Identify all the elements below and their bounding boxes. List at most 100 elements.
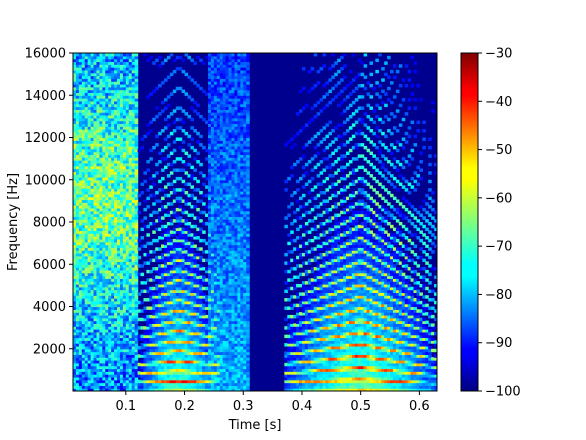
heatmap-cell <box>117 185 121 189</box>
heatmap-cell <box>93 64 98 68</box>
heatmap-cell <box>122 193 127 198</box>
heatmap-cell <box>134 382 139 386</box>
heatmap-cell <box>149 129 153 133</box>
heatmap-cell <box>161 157 165 161</box>
heatmap-cell <box>122 331 127 336</box>
heatmap-cell <box>196 371 200 375</box>
heatmap-cell <box>122 374 127 378</box>
heatmap-cell <box>90 61 95 65</box>
heatmap-cell <box>125 365 130 370</box>
heatmap-cell <box>75 205 80 209</box>
heatmap-cell <box>87 247 92 251</box>
heatmap-cell <box>164 354 168 358</box>
heatmap-cell <box>81 67 86 71</box>
heatmap-cell <box>87 289 92 294</box>
heatmap-cell <box>196 112 200 116</box>
heatmap-cell <box>208 154 212 158</box>
heatmap-cell <box>143 382 147 386</box>
heatmap-cell <box>187 222 192 226</box>
heatmap-cell <box>117 255 121 260</box>
heatmap-cell <box>128 151 133 155</box>
heatmap-cell <box>155 238 159 243</box>
heatmap-cell <box>128 354 133 358</box>
heatmap-cell <box>219 109 224 113</box>
heatmap-cell <box>219 67 224 71</box>
heatmap-cell <box>114 205 118 209</box>
heatmap-cell <box>158 269 162 274</box>
heatmap-cell <box>178 331 183 336</box>
heatmap-cell <box>187 75 192 79</box>
heatmap-cell <box>155 385 159 389</box>
heatmap-cell <box>137 382 142 386</box>
heatmap-cell <box>137 255 142 260</box>
heatmap-cell <box>119 123 124 127</box>
heatmap-cell <box>152 317 156 322</box>
heatmap-cell <box>96 117 101 122</box>
heatmap-cell <box>96 264 101 268</box>
heatmap-cell <box>219 86 224 91</box>
heatmap-cell <box>184 360 189 364</box>
heatmap-cell <box>96 98 101 102</box>
heatmap-cell <box>131 86 136 91</box>
heatmap-cell <box>196 131 200 136</box>
heatmap-cell <box>184 368 189 372</box>
heatmap-cell <box>73 334 77 339</box>
heatmap-cell <box>222 114 227 119</box>
heatmap-cell <box>222 278 227 282</box>
heatmap-cell <box>81 329 86 333</box>
heatmap-cell <box>84 222 89 226</box>
heatmap-cell <box>108 326 112 330</box>
heatmap-cell <box>73 154 77 158</box>
heatmap-cell <box>125 114 130 119</box>
heatmap-cell <box>111 303 115 308</box>
heatmap-cell <box>152 303 156 308</box>
heatmap-cell <box>205 357 209 361</box>
heatmap-cell <box>96 188 101 192</box>
heatmap-cell <box>225 219 230 223</box>
heatmap-cell <box>137 388 142 391</box>
heatmap-cell <box>78 317 83 322</box>
heatmap-cell <box>117 168 121 172</box>
heatmap-cell <box>208 55 212 60</box>
heatmap-cell <box>146 95 150 99</box>
heatmap-cell <box>161 283 165 288</box>
heatmap-cell <box>196 272 200 277</box>
heatmap-cell <box>187 300 192 305</box>
heatmap-cell <box>134 371 139 375</box>
heatmap-cell <box>114 300 118 305</box>
heatmap-cell <box>125 92 130 96</box>
heatmap-cell <box>90 78 95 82</box>
heatmap-cell <box>181 345 186 350</box>
heatmap-cell <box>143 317 147 322</box>
heatmap-cell <box>184 326 189 330</box>
heatmap-cell <box>119 360 124 364</box>
heatmap-cell <box>128 340 133 344</box>
heatmap-cell <box>169 365 174 370</box>
heatmap-cell <box>199 382 203 386</box>
heatmap-cell <box>216 295 221 299</box>
heatmap-cell <box>161 365 165 370</box>
heatmap-cell <box>78 162 83 167</box>
heatmap-cell <box>119 165 124 170</box>
heatmap-cell <box>90 388 95 391</box>
heatmap-cell <box>164 269 168 274</box>
heatmap-cell <box>105 224 109 229</box>
heatmap-cell <box>114 357 118 361</box>
heatmap-cell <box>131 151 136 155</box>
heatmap-cell <box>169 286 174 291</box>
heatmap-cell <box>105 210 109 215</box>
heatmap-cell <box>105 199 109 203</box>
heatmap-cell <box>213 58 218 63</box>
heatmap-cell <box>210 219 215 223</box>
heatmap-cell <box>75 126 80 130</box>
heatmap-cell <box>213 83 218 88</box>
heatmap-cell <box>208 331 212 336</box>
heatmap-cell <box>169 182 174 186</box>
heatmap-cell <box>213 89 218 94</box>
heatmap-cell <box>222 230 227 234</box>
heatmap-cell <box>102 191 106 195</box>
heatmap-cell <box>199 317 203 322</box>
heatmap-cell <box>96 278 101 282</box>
heatmap-cell <box>184 300 189 305</box>
heatmap-cell <box>105 334 109 339</box>
